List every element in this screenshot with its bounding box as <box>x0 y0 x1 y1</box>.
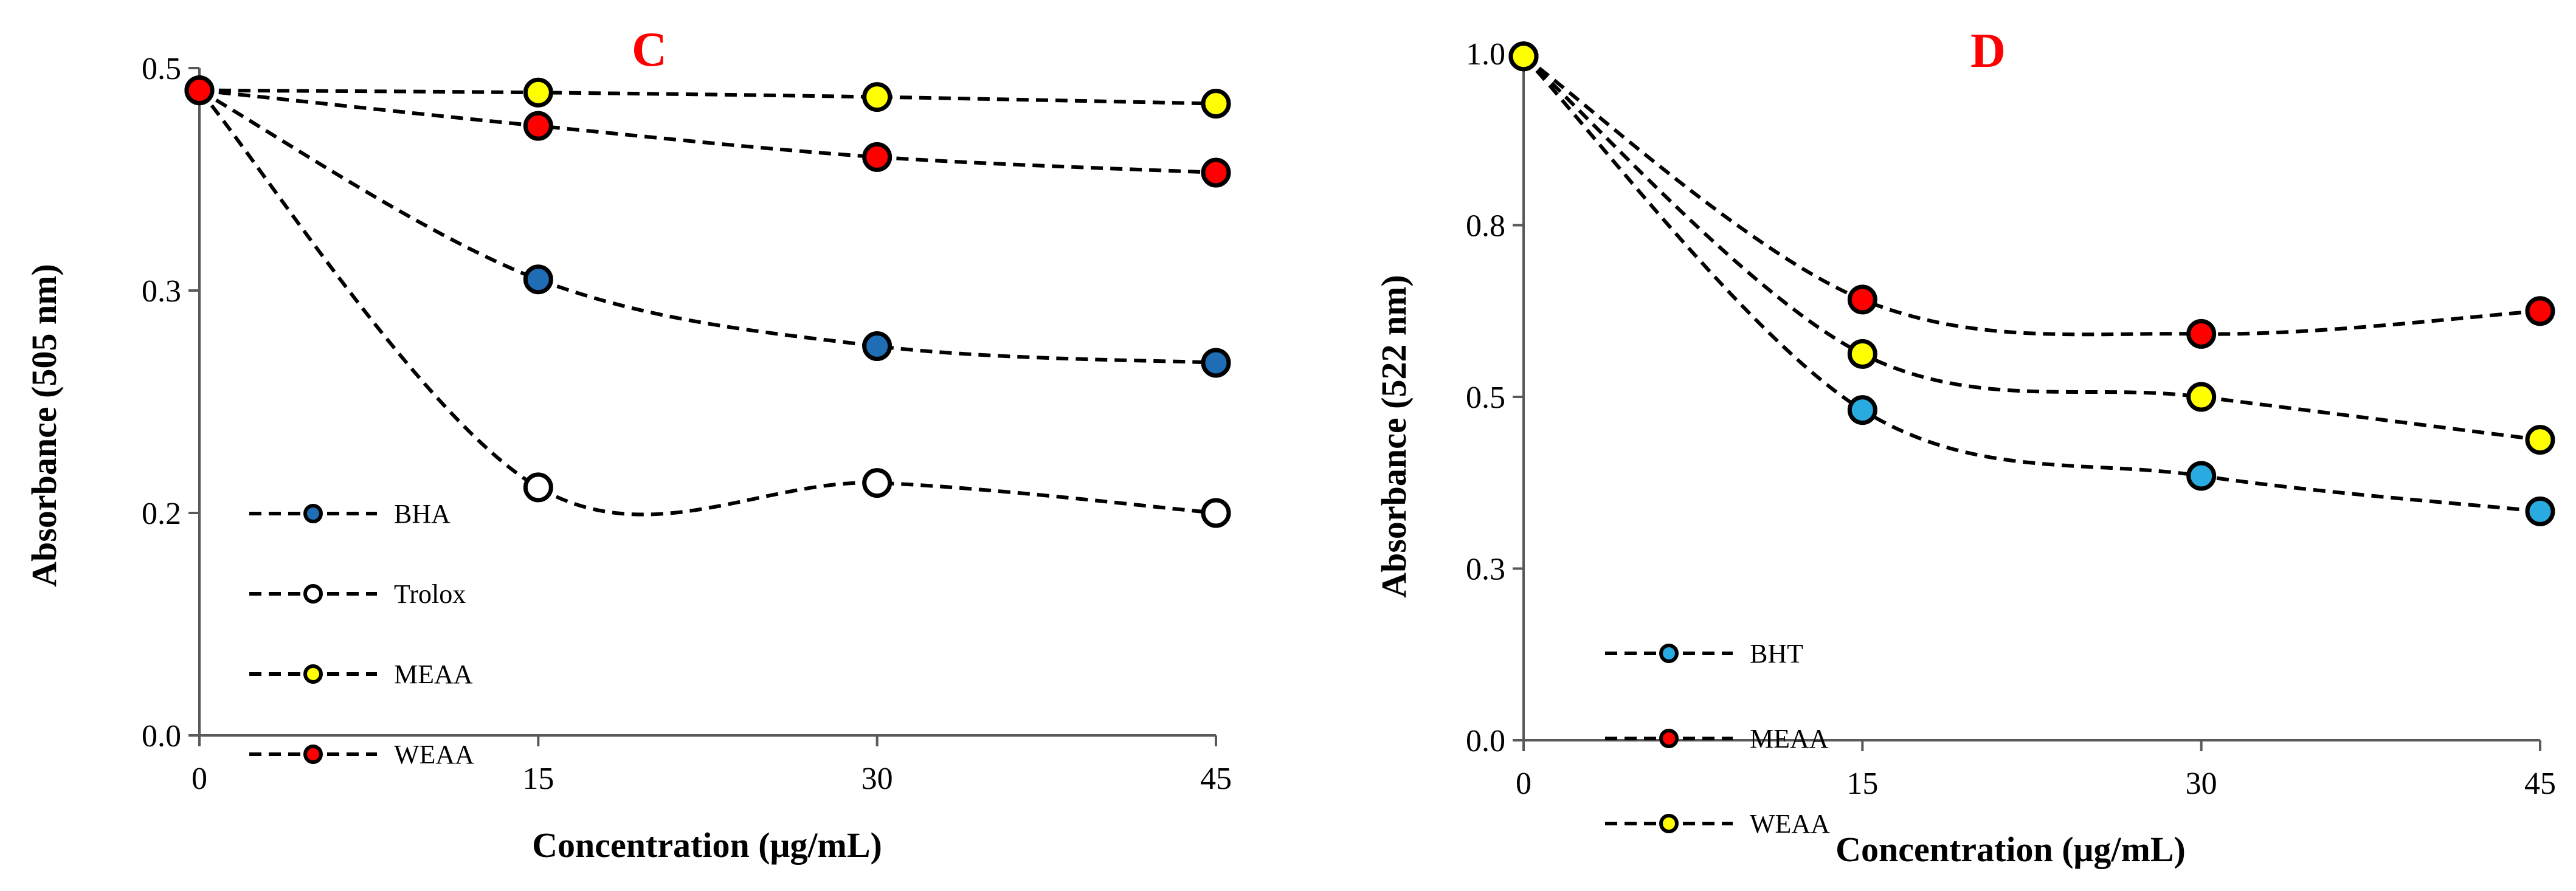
legend-c: BHA Trolox MEAA WEAA <box>249 499 474 769</box>
x-tick-label: 30 <box>862 762 893 796</box>
x-tick-label: 15 <box>522 762 554 796</box>
x-tick-label: 45 <box>2524 766 2556 801</box>
legend-marker <box>303 664 323 684</box>
data-point-meaa <box>862 82 893 112</box>
y-tick-label: 1.0 <box>1466 37 1505 72</box>
legend-marker <box>1659 814 1679 833</box>
legend-label-meaa: MEAA <box>394 659 473 689</box>
series-line-weaa <box>199 88 1217 175</box>
x-tick-label: 0 <box>1516 766 1531 801</box>
panel-label-c: C <box>632 23 667 77</box>
y-tick-label: 0.5 <box>142 52 181 86</box>
legend-label-meaa: MEAA <box>1750 724 1829 754</box>
legend-marker <box>303 504 323 523</box>
legend-marker <box>303 745 323 764</box>
series-line-meaa <box>1522 55 2541 337</box>
data-point-weaa <box>523 111 553 141</box>
y-tick-label: 0.0 <box>1466 724 1505 759</box>
x-tick-label: 0 <box>192 762 207 796</box>
y-tick-label: 0.3 <box>142 274 181 309</box>
data-point-meaa <box>2525 296 2555 326</box>
y-axis-title-d: Absorbance (522 nm) <box>1374 275 1414 598</box>
series-line-weaa <box>1522 55 2541 442</box>
data-point-meaa <box>1201 89 1231 119</box>
chart-panel-c: Absorbance (505 nm) Concentration (μg/mL… <box>24 23 1232 865</box>
y-tick-label: 0.3 <box>1466 552 1505 587</box>
series-line-trolox <box>198 89 1217 517</box>
data-point-weaa <box>862 142 893 172</box>
chart-panel-d: Absorbance (522 nm) Concentration (μg/mL… <box>1374 24 2556 869</box>
data-point-meaa <box>523 77 553 108</box>
y-tick-label: 0.8 <box>1466 209 1505 244</box>
data-point-bht <box>1847 395 1877 425</box>
x-tick-label: 30 <box>2186 766 2217 801</box>
x-tick-label: 45 <box>1200 762 1232 796</box>
data-point-weaa <box>2186 382 2217 412</box>
data-point-weaa <box>1508 41 1539 72</box>
legend-marker <box>303 584 323 604</box>
data-point-meaa <box>2186 318 2217 349</box>
data-point-bha <box>1201 348 1231 378</box>
data-point-bht <box>2525 496 2555 526</box>
legend-label-bha: BHA <box>394 499 451 529</box>
legend-marker <box>1659 729 1679 748</box>
legend-label-trolox: Trolox <box>394 579 466 609</box>
legend-label-weaa: WEAA <box>1750 809 1830 839</box>
x-tick-label: 15 <box>1846 766 1878 801</box>
data-point-weaa <box>2525 425 2555 455</box>
data-point-bha <box>862 331 893 361</box>
legend-label-weaa: WEAA <box>394 740 474 769</box>
axes-c: 0.0 0.2 0.3 0.5 0 15 30 45 <box>142 52 1232 796</box>
series-layer-c <box>184 75 1231 528</box>
data-point-weaa <box>1847 339 1877 369</box>
y-tick-label: 0.2 <box>142 497 181 531</box>
data-point-trolox <box>862 468 893 498</box>
series-line-bht <box>1522 55 2541 514</box>
axes-d: 0.0 0.3 0.5 0.8 1.0 0 15 30 45 <box>1466 37 2556 801</box>
x-axis-title-c: Concentration (μg/mL) <box>532 825 882 865</box>
legend-d: BHT MEAA WEAA <box>1605 639 1830 839</box>
data-point-bha <box>523 264 553 295</box>
data-point-trolox <box>523 472 553 503</box>
y-tick-label: 0.0 <box>142 719 181 754</box>
panel-label-d: D <box>1970 24 2006 78</box>
series-line-meaa <box>199 88 1217 106</box>
legend-marker <box>1659 644 1679 663</box>
y-tick-label: 0.5 <box>1466 380 1505 415</box>
series-layer-d <box>1508 41 2555 526</box>
data-point-trolox <box>1201 498 1231 528</box>
y-axis-title-c: Absorbance (505 nm) <box>24 264 64 587</box>
x-axis-title-d: Concentration (μg/mL) <box>1835 830 2186 869</box>
data-point-bht <box>2186 461 2217 491</box>
data-point-weaa <box>1201 157 1231 188</box>
data-point-meaa <box>1847 284 1877 315</box>
data-point-weaa <box>184 75 215 106</box>
legend-label-bht: BHT <box>1750 639 1803 669</box>
series-line-bha <box>198 88 1217 365</box>
